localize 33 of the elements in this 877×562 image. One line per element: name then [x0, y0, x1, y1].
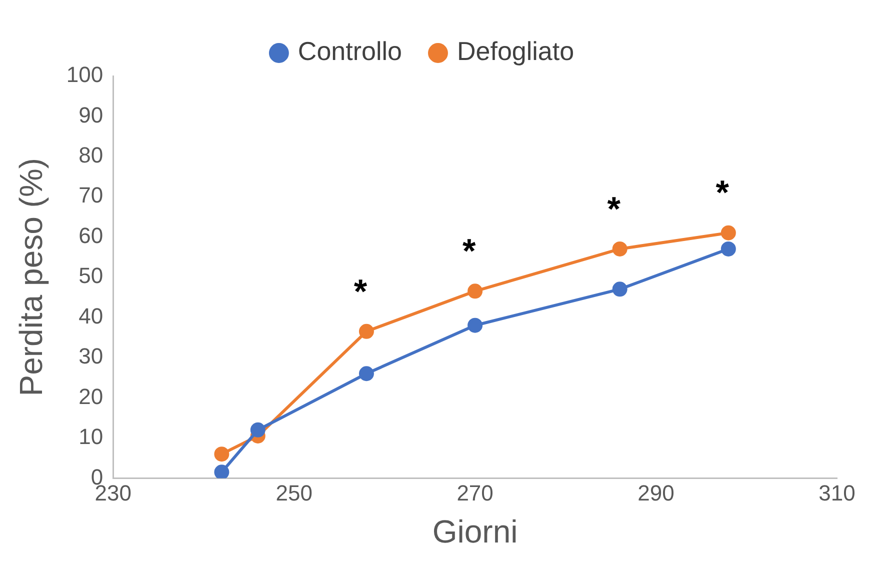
y-tick-label: 50	[78, 263, 104, 288]
legend-label: Controllo	[298, 36, 402, 66]
y-tick-label: 60	[78, 222, 104, 248]
y-tick-label: 40	[78, 303, 104, 328]
x-tick-label: 310	[818, 480, 856, 506]
annotation: *	[607, 190, 622, 228]
annotation: *	[462, 232, 476, 271]
x-tick-label: 290	[638, 480, 674, 506]
y-tick-label: 100	[66, 62, 104, 88]
x-axis-title: Giorni	[432, 514, 518, 550]
point	[468, 284, 483, 299]
annotation: *	[354, 272, 368, 311]
point	[720, 225, 736, 240]
y-tick-label: 80	[78, 142, 104, 168]
y-tick-label: 20	[78, 384, 104, 409]
point	[214, 446, 230, 462]
point	[720, 241, 736, 256]
y-tick-label: 30	[78, 344, 104, 369]
legend-label: Defogliato	[456, 36, 574, 66]
x-tick-label: 250	[276, 480, 312, 506]
point	[612, 241, 628, 256]
point	[214, 464, 230, 478]
point	[358, 366, 374, 382]
point	[468, 318, 483, 333]
y-tick-label: 90	[78, 102, 104, 128]
point	[612, 282, 628, 297]
x-tick-label: 270	[456, 480, 494, 506]
annotation: *	[716, 174, 730, 212]
y-axis-title: Perdita peso (%)	[13, 158, 50, 396]
y-tick-label: 10	[78, 424, 104, 450]
point	[358, 324, 374, 339]
y-tick-label: 70	[78, 182, 104, 208]
point	[250, 422, 266, 438]
